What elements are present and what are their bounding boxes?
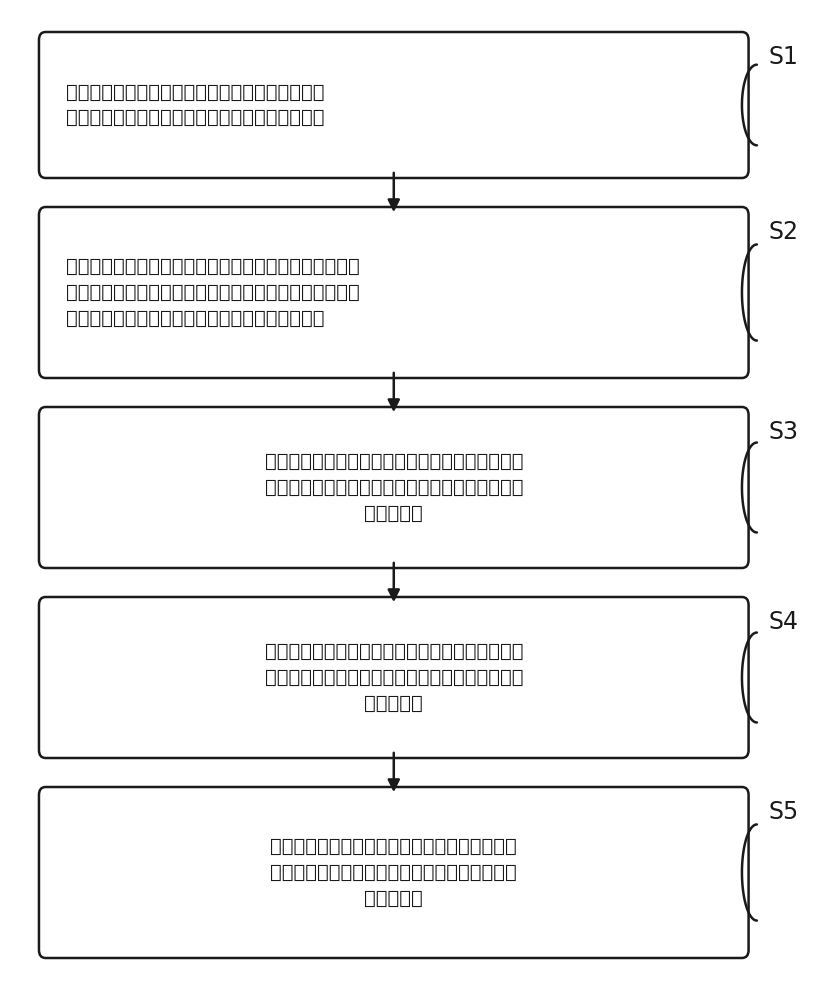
Text: 根据充电站电能供能变配电信息、充电设施能力信息、充
电终端输出信息以及电动汽车充电需求信息确定充电站充
电设施系统的充电能力、供电能力与实际充电容量: 根据充电站电能供能变配电信息、充电设施能力信息、充 电终端输出信息以及电动汽车充… — [66, 257, 359, 328]
Text: S4: S4 — [768, 610, 797, 634]
FancyBboxPatch shape — [39, 32, 748, 178]
Text: S1: S1 — [768, 45, 797, 69]
FancyBboxPatch shape — [39, 407, 748, 568]
Text: 根据模型输出结果和充电站充电设施的实际充电容
量以及待充电电动汽车的充电需求量，生成充电功
率分配指令: 根据模型输出结果和充电站充电设施的实际充电容 量以及待充电电动汽车的充电需求量，… — [264, 642, 522, 713]
Text: 将充电能力、供电能力与实际充电容量输入至预先
训练的深度学习时间序列预测算法模型，并获得模
型输出结果: 将充电能力、供电能力与实际充电容量输入至预先 训练的深度学习时间序列预测算法模型… — [264, 452, 522, 523]
Text: S5: S5 — [768, 800, 797, 824]
Text: S2: S2 — [768, 220, 797, 244]
Text: S3: S3 — [768, 420, 797, 444]
FancyBboxPatch shape — [39, 207, 748, 378]
FancyBboxPatch shape — [39, 597, 748, 758]
FancyBboxPatch shape — [39, 787, 748, 958]
Text: 根据充电功率分配指令对各充电设施进行电能分
配，并通过充电设施上设置的充电终端对电动汽
车进行充电: 根据充电功率分配指令对各充电设施进行电能分 配，并通过充电设施上设置的充电终端对… — [270, 837, 517, 908]
Text: 获取充电站电能供能变配电信息、充电设施能力信
息、充电终端输出信息以及电动汽车充电需求信息: 获取充电站电能供能变配电信息、充电设施能力信 息、充电终端输出信息以及电动汽车充… — [66, 83, 325, 127]
